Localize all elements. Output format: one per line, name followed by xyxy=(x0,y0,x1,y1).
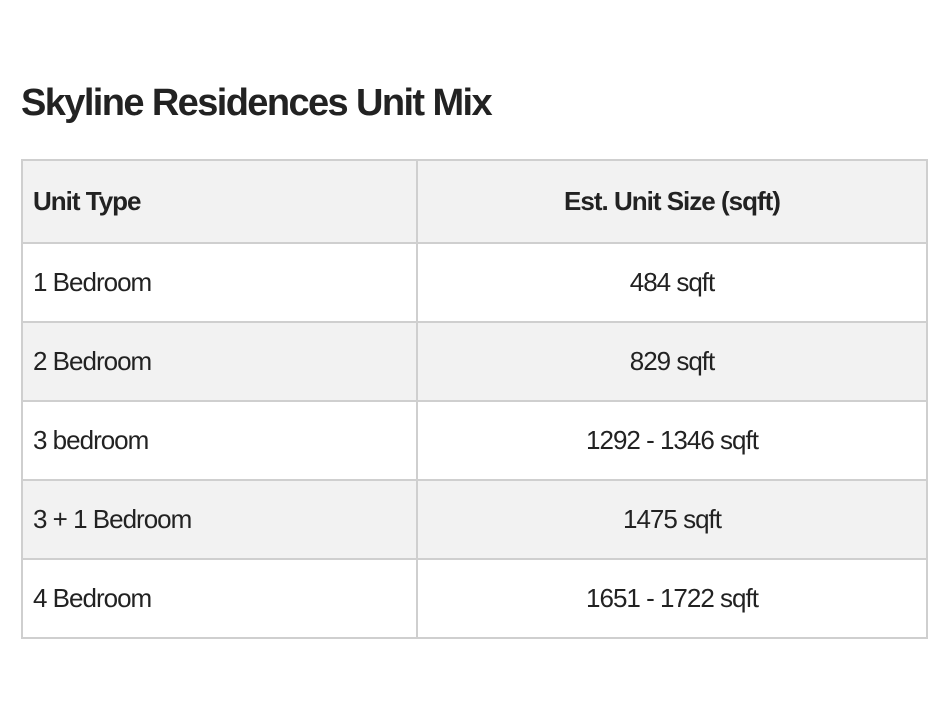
unit-size-cell: 484 sqft xyxy=(416,242,928,323)
unit-size-cell: 1292 - 1346 sqft xyxy=(416,400,928,481)
unit-size-cell: 1651 - 1722 sqft xyxy=(416,558,928,639)
column-header-unit-type: Unit Type xyxy=(21,159,418,244)
table-row: 4 Bedroom 1651 - 1722 sqft xyxy=(21,558,928,639)
page-title: Skyline Residences Unit Mix xyxy=(21,82,493,124)
table-row: 3 + 1 Bedroom 1475 sqft xyxy=(21,479,928,560)
unit-type-cell: 3 + 1 Bedroom xyxy=(21,479,418,560)
unit-mix-table: Unit Type Est. Unit Size (sqft) 1 Bedroo… xyxy=(21,159,928,639)
column-header-unit-size: Est. Unit Size (sqft) xyxy=(416,159,928,244)
unit-size-cell: 1475 sqft xyxy=(416,479,928,560)
table-row: 3 bedroom 1292 - 1346 sqft xyxy=(21,400,928,481)
table-row: 1 Bedroom 484 sqft xyxy=(21,242,928,323)
unit-type-cell: 2 Bedroom xyxy=(21,321,418,402)
table-row: 2 Bedroom 829 sqft xyxy=(21,321,928,402)
table-header-row: Unit Type Est. Unit Size (sqft) xyxy=(21,159,928,244)
unit-type-cell: 1 Bedroom xyxy=(21,242,418,323)
unit-type-cell: 4 Bedroom xyxy=(21,558,418,639)
unit-type-cell: 3 bedroom xyxy=(21,400,418,481)
unit-size-cell: 829 sqft xyxy=(416,321,928,402)
